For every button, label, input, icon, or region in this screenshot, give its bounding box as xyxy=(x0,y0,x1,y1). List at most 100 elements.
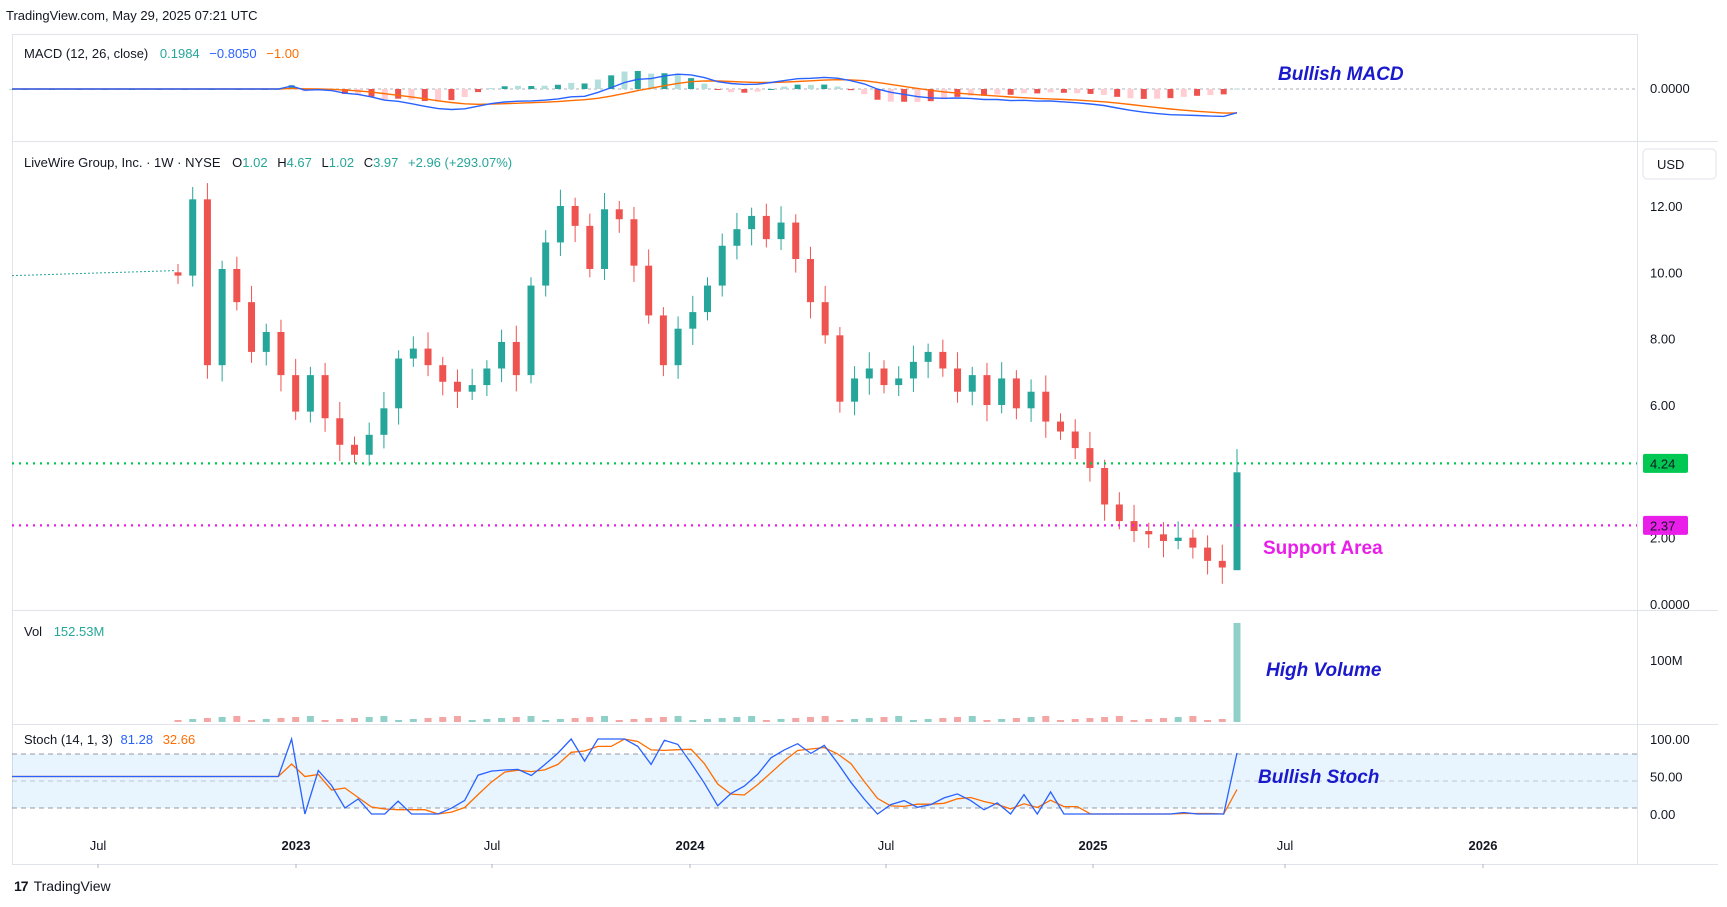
volume-bar xyxy=(924,719,932,722)
candle-body xyxy=(174,272,182,276)
volume-bar xyxy=(718,718,726,722)
volume-bar xyxy=(439,717,447,722)
macd-hist-bar xyxy=(1220,89,1227,95)
macd-hist-bar xyxy=(861,89,868,95)
volume-bar xyxy=(292,717,300,722)
macd-hist-bar xyxy=(967,89,974,96)
candle-body xyxy=(262,332,270,352)
volume-bar xyxy=(983,720,991,722)
candle-body xyxy=(762,215,770,240)
price-axis-label: 12.00 xyxy=(1650,199,1683,214)
symbol-label: LiveWire Group, Inc. · 1W · NYSE xyxy=(24,155,221,170)
support-note: Support Area xyxy=(1263,538,1383,559)
candle-body xyxy=(1071,431,1079,449)
macd-hist-bar xyxy=(767,88,774,90)
volume-bar xyxy=(351,718,358,722)
candle-body xyxy=(1130,521,1138,532)
tradingview-footer[interactable]: 17 TradingView xyxy=(14,878,111,894)
volume-bar xyxy=(262,719,270,722)
candle-body xyxy=(248,302,256,352)
volume-bar xyxy=(1057,720,1064,722)
volume-bar xyxy=(512,717,520,722)
candle-body xyxy=(1174,537,1182,541)
volume-bar xyxy=(424,718,432,722)
macd-pane[interactable]: 0.0000 MACD (12, 26, close) 0.1984 −0.80… xyxy=(9,46,1690,118)
price-pane[interactable]: LiveWire Group, Inc. · 1W · NYSE O1.02 H… xyxy=(11,148,1717,612)
level-tag-green: 4.24 xyxy=(1643,453,1688,473)
volume-bar xyxy=(453,716,461,722)
volume-bar xyxy=(674,716,682,722)
volume-bar xyxy=(659,717,667,722)
macd-hist-bar xyxy=(728,89,735,93)
macd-hist-bar xyxy=(1127,89,1134,99)
volume-bar xyxy=(203,718,211,722)
stoch-axis-label: 0.00 xyxy=(1650,807,1675,822)
macd-hist-bar xyxy=(781,86,788,89)
candle-body xyxy=(277,332,285,376)
price-legend: LiveWire Group, Inc. · 1W · NYSE O1.02 H… xyxy=(24,155,512,170)
macd-hist-bar xyxy=(448,89,455,101)
volume-bar xyxy=(954,717,962,722)
candle-body xyxy=(983,375,991,405)
candle-body xyxy=(806,259,814,303)
macd-hist-bar xyxy=(794,84,801,89)
candle-body xyxy=(1204,547,1212,561)
volume-bar xyxy=(1027,717,1035,722)
volume-bar xyxy=(174,720,182,722)
stoch-pane[interactable]: 100.00 50.00 0.00 Stoch (14, 1, 3) 81.28 3… xyxy=(12,732,1690,822)
volume-bar xyxy=(542,720,550,722)
volume-pane[interactable]: Vol 152.53M 100M High Volume xyxy=(24,623,1683,722)
volume-bar xyxy=(1189,716,1197,722)
candle-body xyxy=(718,245,726,286)
macd-hist-bar xyxy=(714,89,721,90)
candle-body xyxy=(527,285,535,376)
candle-body xyxy=(777,222,785,240)
candle-body xyxy=(1189,537,1197,548)
candle-body xyxy=(851,378,859,402)
volume-bar xyxy=(498,718,506,722)
candle-body xyxy=(453,381,461,392)
level-tag-magenta: 2.37 xyxy=(1643,515,1688,535)
macd-hist-bar xyxy=(981,89,988,96)
macd-hist-bar xyxy=(461,89,468,98)
candle-body xyxy=(1057,421,1064,432)
macd-hist-bar xyxy=(594,79,601,89)
tradingview-logo-icon: 17 xyxy=(14,878,29,894)
volume-bar xyxy=(1101,717,1109,722)
macd-line xyxy=(12,73,1238,118)
macd-hist-bar xyxy=(834,86,841,89)
macd-hist-bar xyxy=(1034,89,1041,94)
macd-hist-bar xyxy=(874,89,881,100)
candle-body xyxy=(998,378,1006,405)
candle-body xyxy=(954,368,962,392)
volume-bar xyxy=(1159,718,1167,722)
macd-value-2: −0.8050 xyxy=(209,46,256,61)
volume-bar xyxy=(1233,623,1241,722)
time-axis-label: 2025 xyxy=(1079,838,1108,853)
macd-hist-bar xyxy=(608,75,615,89)
low-label: L xyxy=(322,155,329,170)
volume-bar xyxy=(821,716,829,722)
macd-hist-bar xyxy=(475,89,482,93)
volume-bar xyxy=(998,719,1006,722)
candle-body xyxy=(203,199,211,366)
macd-hist-bar xyxy=(994,89,1001,95)
volume-bar xyxy=(836,720,844,722)
volume-bar xyxy=(909,720,917,722)
candle-body xyxy=(630,219,638,266)
macd-hist-bar xyxy=(408,89,415,100)
volume-bar xyxy=(556,719,564,722)
candle-body xyxy=(733,229,741,246)
volume-bar xyxy=(895,716,903,722)
stoch-axis-label: 50.00 xyxy=(1650,770,1683,785)
macd-note: Bullish MACD xyxy=(1278,64,1404,85)
candle-body xyxy=(233,268,241,303)
volume-bar xyxy=(1115,716,1123,722)
macd-legend: MACD (12, 26, close) 0.1984 −0.8050 −1.0… xyxy=(24,46,299,61)
time-axis[interactable]: Jul 2023 Jul 2024 Jul 2025 Jul 2026 xyxy=(90,838,1498,868)
currency-button[interactable]: USD xyxy=(1642,148,1717,180)
macd-hist-bar xyxy=(674,74,681,89)
volume-bar xyxy=(806,717,814,722)
macd-hist-bar xyxy=(288,85,295,89)
